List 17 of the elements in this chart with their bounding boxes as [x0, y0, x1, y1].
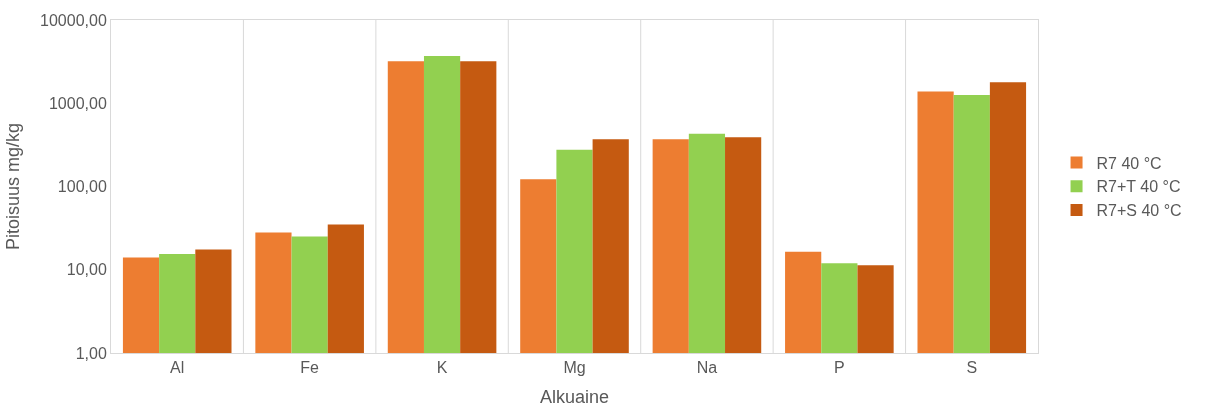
x-tick-label: Fe — [300, 359, 320, 377]
y-tick-label: 10,00 — [66, 261, 107, 279]
y-tick-label: 1000,00 — [48, 94, 107, 112]
legend-label: R7 40 °C — [1096, 154, 1162, 172]
x-tick-label: S — [966, 359, 978, 377]
x-tick-label: P — [834, 359, 845, 377]
y-tick-label: 1,00 — [75, 344, 107, 362]
x-axis-title: Alkuaine — [539, 387, 610, 408]
y-tick-label: 10000,00 — [40, 11, 107, 29]
x-tick-label: Mg — [563, 359, 586, 377]
legend-label: R7+T 40 °C — [1096, 178, 1181, 196]
legend-label: R7+S 40 °C — [1096, 202, 1182, 220]
y-axis-title: Pitoisuus mg/kg — [3, 122, 24, 251]
y-tick-label: 100,00 — [57, 178, 107, 196]
x-tick-label: Na — [696, 359, 718, 377]
x-tick-label: Al — [170, 359, 185, 377]
x-tick-label: K — [436, 359, 448, 377]
